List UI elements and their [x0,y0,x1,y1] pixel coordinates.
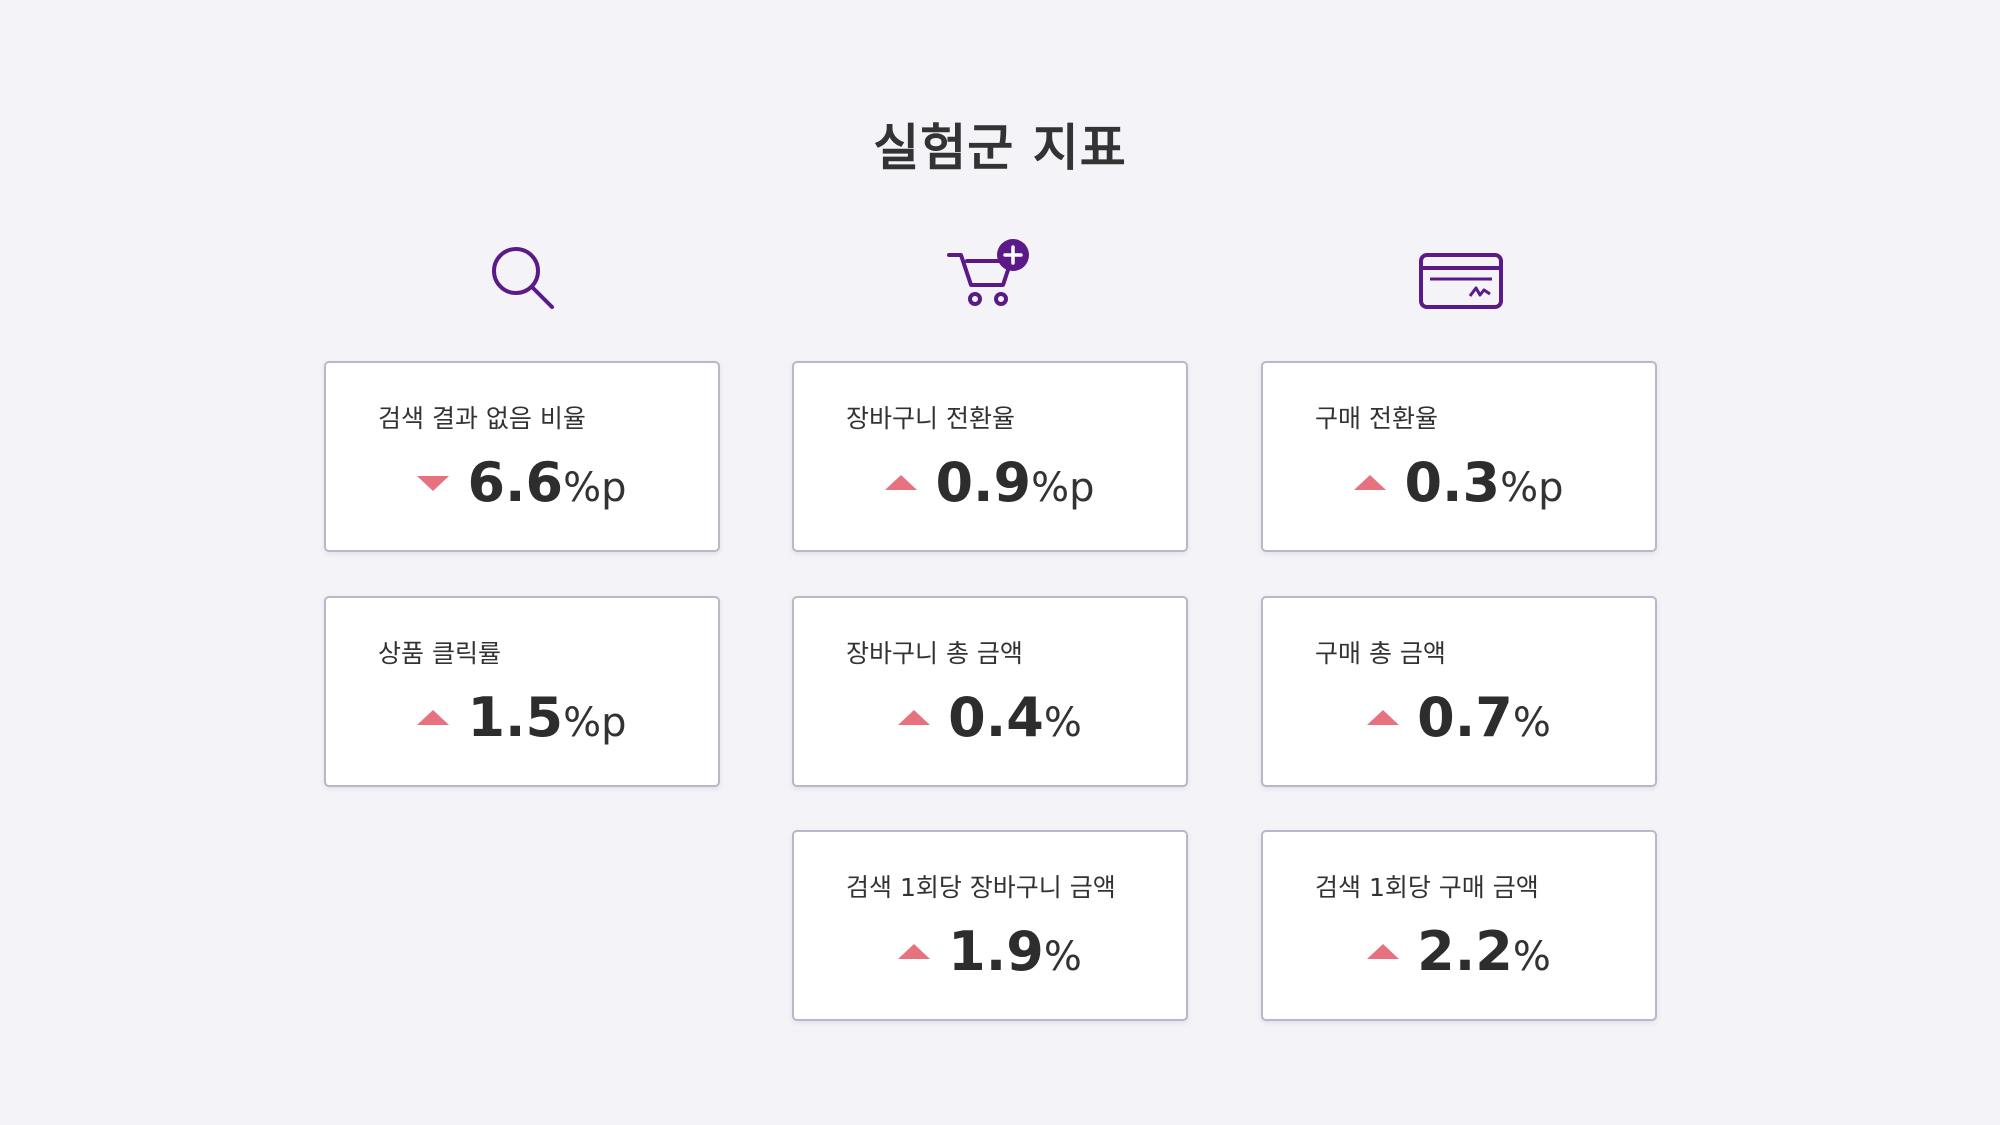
metric-label: 검색 결과 없음 비율 [378,404,586,433]
metric-value-row: 1.9% [794,920,1186,983]
metric-unit: %p [563,700,627,746]
metric-unit: % [1043,934,1082,980]
metric-value-row: 6.6 %p [326,451,718,514]
trend-up-arrow [885,474,918,490]
metric-value-row: 0.4% [794,686,1186,749]
search-icon [492,247,554,309]
trend-up-arrow [898,709,931,725]
metric-value-row: 0.7% [1263,686,1655,749]
trend-up-arrow [1367,943,1400,959]
trend-up-arrow [898,943,931,959]
metric-unit: % [1512,934,1551,980]
metric-unit: %p [1500,465,1564,511]
metric-value: 1.9 [948,920,1044,983]
metric-label: 장바구니 총 금액 [846,639,1023,668]
trend-up-arrow [417,709,450,725]
metric-value-row: 1.5 %p [326,686,718,749]
metric-unit: % [1512,700,1551,746]
metric-label: 구매 전환율 [1315,404,1438,433]
metric-label: 장바구니 전환율 [846,404,1015,433]
metric-card: 장바구니 전환율 0.9 %p [792,361,1188,552]
trend-down-arrow [417,475,450,491]
metric-value-row: 2.2% [1263,920,1655,983]
metric-card: 검색 결과 없음 비율 6.6 %p [324,361,720,552]
metric-label: 상품 클릭률 [378,639,501,668]
metric-value: 6.6 [467,451,564,514]
metric-unit: %p [1031,465,1095,511]
metric-unit: % [1043,700,1082,746]
metric-value-row: 0.9 %p [794,451,1186,514]
page-title: 실험군 지표 [873,119,1127,177]
metric-card: 장바구니 총 금액 0.4% [792,596,1188,787]
trend-up-arrow [1354,474,1387,490]
metric-card: 상품 클릭률 1.5 %p [324,596,720,787]
metric-value: 0.4 [948,686,1044,749]
metric-value: 0.3 [1404,451,1501,514]
metric-card: 검색 1회당 장바구니 금액 1.9% [792,830,1188,1021]
trend-up-arrow [1367,709,1400,725]
metric-card: 구매 전환율 0.3 %p [1261,361,1657,552]
metric-value: 0.9 [935,451,1032,514]
metric-value: 1.5 [467,686,564,749]
metric-value: 0.7 [1417,686,1513,749]
metric-label: 검색 1회당 장바구니 금액 [846,873,1116,902]
metric-value-row: 0.3 %p [1263,451,1655,514]
metric-card: 검색 1회당 구매 금액 2.2% [1261,830,1657,1021]
metric-label: 검색 1회당 구매 금액 [1315,873,1539,902]
card-icon [1419,253,1503,309]
metric-unit: %p [563,465,627,511]
cart-icon [947,239,1029,306]
metric-value: 2.2 [1417,920,1513,983]
metric-card: 구매 총 금액 0.7% [1261,596,1657,787]
metric-label: 구매 총 금액 [1315,639,1446,668]
